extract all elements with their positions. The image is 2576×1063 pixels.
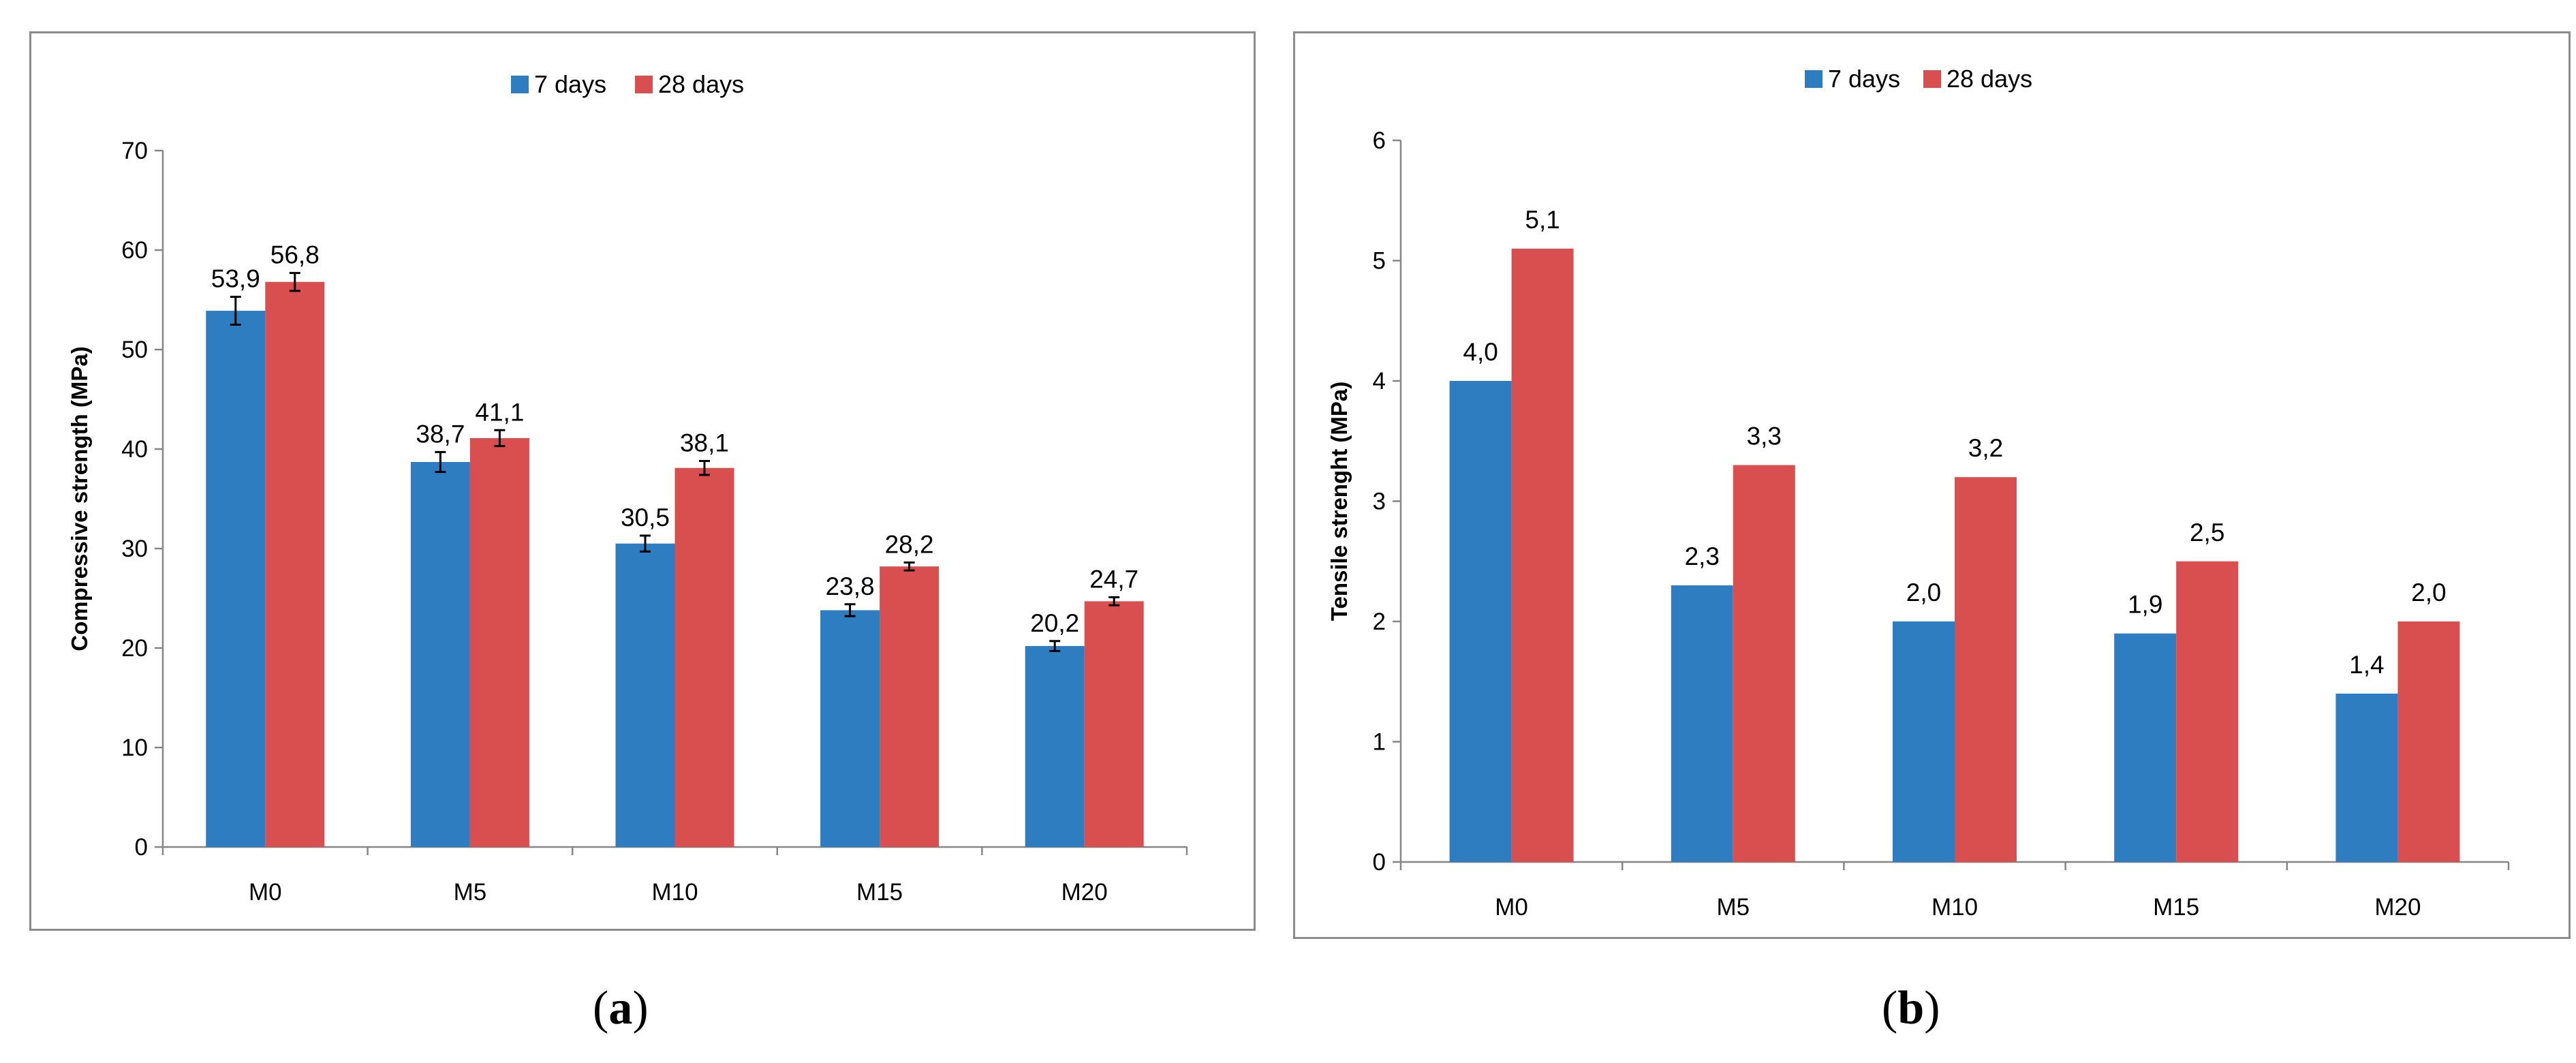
bar-a-7-days-M20: [1025, 646, 1085, 847]
bar-a-28-days-M10: [674, 467, 734, 847]
legend-swatch-a-0: [511, 76, 529, 93]
y-tick-label-a-7: 70: [121, 138, 148, 164]
data-label-b-0-2: 2,0: [1906, 579, 1941, 606]
y-tick-label-a-2: 20: [121, 635, 148, 662]
bar-b-7-days-M0: [1449, 381, 1512, 862]
y-tick-label-b-1: 1: [1373, 729, 1386, 756]
y-tick-label-a-1: 10: [121, 735, 148, 761]
data-label-b-1-3: 2,5: [2190, 519, 2224, 546]
x-tick-label-b-3: M15: [2153, 894, 2199, 921]
data-label-b-1-0: 5,1: [1525, 206, 1559, 234]
bar-a-7-days-M15: [820, 610, 880, 847]
bar-b-7-days-M20: [2336, 693, 2398, 862]
y-tick-label-b-6: 6: [1373, 127, 1386, 154]
x-tick-label-b-4: M20: [2374, 894, 2421, 921]
caption-a-letter: a: [608, 982, 633, 1034]
bar-a-28-days-M0: [265, 281, 325, 848]
data-label-a-0-3: 23,8: [826, 572, 875, 600]
x-tick-label-a-4: M20: [1061, 879, 1108, 906]
data-label-a-1-3: 28,2: [885, 530, 934, 558]
legend-swatch-b-1: [1923, 70, 1941, 88]
y-axis-label-b: Tensile strenght (MPa): [1326, 382, 1352, 621]
y-axis-label-a: Compressive strength (MPa): [67, 346, 92, 651]
x-tick-label-b-1: M5: [1716, 894, 1750, 921]
data-label-a-0-2: 30,5: [621, 504, 670, 532]
bar-b-28-days-M0: [1511, 248, 1574, 863]
y-tick-label-b-2: 2: [1373, 608, 1386, 635]
data-label-a-1-2: 38,1: [680, 429, 729, 457]
x-tick-label-b-2: M10: [1931, 894, 1978, 921]
x-tick-label-a-1: M5: [454, 879, 487, 906]
caption-b-letter: b: [1897, 982, 1925, 1034]
bar-a-28-days-M5: [469, 437, 529, 847]
data-label-b-1-1: 3,3: [1747, 422, 1782, 450]
caption-a: (a): [593, 982, 649, 1034]
data-label-b-1-2: 3,2: [1968, 434, 2003, 462]
data-label-a-1-0: 56,8: [270, 241, 320, 269]
bar-b-7-days-M10: [1893, 621, 1955, 862]
bar-b-28-days-M5: [1733, 465, 1795, 862]
data-label-b-0-1: 2,3: [1685, 542, 1720, 570]
bar-b-28-days-M10: [1955, 477, 2017, 862]
data-label-b-0-4: 1,4: [2349, 651, 2384, 679]
bar-a-7-days-M0: [206, 311, 266, 847]
legend-swatch-a-1: [635, 76, 653, 93]
y-tick-label-a-6: 60: [121, 237, 148, 264]
x-tick-label-a-2: M10: [651, 879, 698, 906]
chart-b-svg: 7 days 28 days 0 1 2 3 4 5 6 Tensile strenght (MP…: [1326, 65, 2510, 921]
legend-swatch-b-0: [1805, 70, 1822, 88]
caption-b: (b): [1882, 982, 1940, 1034]
x-tick-label-b-0: M0: [1495, 894, 1528, 921]
legend-label-b-0: 7 days: [1828, 65, 1900, 93]
data-label-a-0-4: 20,2: [1030, 609, 1079, 637]
data-label-b-0-3: 1,9: [2128, 591, 2162, 619]
data-label-a-0-0: 53,9: [211, 265, 260, 293]
y-tick-label-b-5: 5: [1373, 248, 1386, 275]
y-tick-label-a-3: 30: [121, 536, 148, 562]
y-tick-label-a-5: 50: [121, 337, 148, 363]
data-label-a-0-1: 38,7: [416, 420, 465, 448]
data-label-a-1-1: 41,1: [475, 398, 524, 426]
x-tick-label-a-0: M0: [249, 879, 282, 906]
data-label-b-1-4: 2,0: [2411, 579, 2446, 606]
chart-panel-b: 7 days 28 days 0 1 2 3 4 5 6 Tensile strenght (MP…: [1293, 31, 2571, 939]
bar-b-28-days-M20: [2397, 621, 2460, 862]
y-tick-label-b-4: 4: [1373, 368, 1386, 395]
bar-a-28-days-M15: [880, 566, 940, 847]
y-tick-label-b-3: 3: [1373, 489, 1386, 515]
x-tick-label-a-3: M15: [856, 879, 903, 906]
bar-a-7-days-M10: [615, 543, 675, 847]
bar-b-28-days-M15: [2176, 561, 2239, 862]
chart-panel-a: 7 days 28 days 0 10 20 30 40 50 60 70 Compressive …: [29, 31, 1256, 931]
bar-b-7-days-M15: [2114, 633, 2177, 862]
y-tick-label-a-0: 0: [135, 834, 148, 861]
chart-a-svg: 7 days 28 days 0 10 20 30 40 50 60 70 Compressive …: [67, 70, 1188, 906]
bar-a-7-days-M5: [410, 461, 470, 847]
y-tick-label-a-4: 40: [121, 436, 148, 463]
legend-label-a-0: 7 days: [534, 70, 606, 98]
bar-b-7-days-M5: [1671, 585, 1733, 862]
data-label-b-0-0: 4,0: [1463, 338, 1498, 366]
bar-a-28-days-M20: [1084, 601, 1144, 847]
legend-label-b-1: 28 days: [1946, 65, 2032, 93]
data-label-a-1-4: 24,7: [1089, 566, 1138, 594]
legend-label-a-1: 28 days: [658, 70, 744, 98]
y-tick-label-b-0: 0: [1373, 849, 1386, 876]
